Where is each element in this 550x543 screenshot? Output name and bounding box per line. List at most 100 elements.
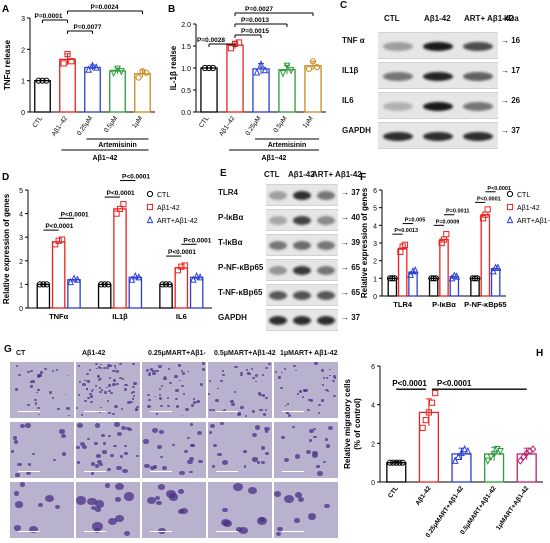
y-tick-label: 0 [373, 294, 377, 301]
cell [90, 389, 94, 392]
data-point [422, 417, 429, 424]
cell [284, 494, 295, 503]
blot-row-label: P-NF-κBp65 [218, 263, 264, 272]
x-tick-label: TNFα [49, 312, 69, 321]
y-axis-label: TNFα release [3, 39, 12, 90]
cell [152, 465, 158, 469]
cell [222, 374, 225, 377]
data-point [166, 281, 173, 288]
cell [164, 375, 167, 378]
x-tick-label: Aβ1-42 [414, 485, 432, 507]
y-tick-label: 6 [373, 188, 377, 195]
cell [13, 436, 18, 440]
cell [156, 500, 163, 506]
cell [265, 366, 269, 370]
cell [124, 444, 127, 448]
cell [29, 384, 34, 388]
cell [179, 508, 188, 515]
cell [249, 373, 252, 375]
cell [91, 462, 96, 466]
cell [109, 377, 112, 379]
microscopy-image [10, 422, 74, 478]
data-point [131, 271, 139, 280]
cell [90, 395, 93, 398]
cell [122, 468, 129, 474]
cell [116, 432, 122, 437]
cell [110, 454, 114, 457]
cell [160, 405, 163, 408]
abeta-label: Aβ1–42 [262, 155, 287, 162]
cell [89, 393, 93, 396]
y-tick-label: 0 [19, 306, 23, 313]
blot-band [317, 191, 335, 200]
cell [100, 363, 103, 366]
blot-row-label: GAPDH [218, 313, 247, 322]
x-tick-label: Aβ1–42 [218, 115, 237, 138]
cell [154, 395, 157, 398]
cell [264, 397, 268, 400]
cell [174, 375, 178, 378]
blot-band [383, 71, 413, 81]
cell [111, 369, 116, 373]
cell [76, 461, 80, 464]
p-value: P=0.0015 [241, 28, 269, 35]
cell [246, 371, 250, 375]
cell [116, 465, 122, 471]
bar [97, 283, 112, 309]
microscopy-image [142, 362, 206, 418]
cell [35, 391, 39, 394]
cell [91, 388, 94, 391]
cell [90, 471, 95, 475]
cell [157, 444, 162, 449]
cell [115, 370, 120, 374]
p-value: P<0.0001 [477, 196, 501, 202]
cell [259, 408, 263, 412]
cell [240, 373, 243, 376]
blot-row-label: T-NF-κBp65 [218, 288, 263, 297]
cell [54, 505, 60, 509]
cell [213, 443, 218, 447]
cell [134, 408, 138, 411]
cell [106, 399, 110, 402]
cell [181, 384, 185, 388]
cell [149, 371, 152, 374]
data-point [113, 210, 120, 217]
blot-band [423, 41, 453, 51]
bar [200, 67, 218, 113]
blot-row-label: TLR4 [218, 188, 238, 197]
panel-letter: G [4, 344, 12, 355]
cell [13, 440, 19, 444]
cell [174, 398, 178, 401]
cell [202, 368, 206, 371]
cell [175, 389, 180, 392]
cell [152, 428, 159, 433]
cell [133, 382, 137, 385]
data-point [497, 447, 504, 456]
cell [252, 457, 258, 462]
blot-band [293, 266, 311, 275]
cell [121, 426, 127, 431]
cell [245, 369, 248, 371]
cell [178, 364, 182, 367]
cell [195, 400, 199, 403]
y-tick-label: 0.5 [181, 88, 191, 95]
x-tick-label: 0.5μM [103, 115, 119, 134]
cell [106, 386, 109, 389]
cell [146, 368, 149, 371]
cell [19, 482, 26, 487]
cell [325, 443, 331, 448]
cell [320, 399, 324, 402]
cell [211, 408, 215, 412]
cell [110, 392, 113, 395]
cell [278, 376, 282, 379]
cell [157, 484, 166, 491]
cell [34, 402, 38, 405]
bar [189, 276, 204, 309]
blot-strip [266, 209, 338, 231]
cell [149, 465, 155, 470]
cell [18, 373, 22, 377]
blot-band [293, 241, 311, 250]
cell [333, 377, 337, 380]
cell [14, 491, 20, 496]
data-point [453, 272, 461, 280]
